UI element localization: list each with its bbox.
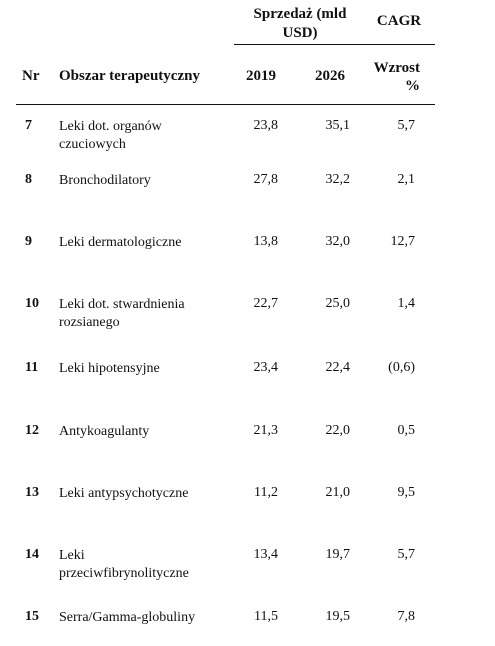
row-nr: 11 [25, 360, 39, 375]
header-year-2019: 2019 [246, 68, 276, 84]
row-nr: 7 [25, 118, 32, 133]
row-2019: 13,8 [253, 234, 279, 249]
row-cagr: 2,1 [397, 172, 416, 187]
row-2026: 32,0 [325, 234, 351, 249]
row-2026: 22,4 [325, 360, 351, 375]
row-area: Leki antypsychotyczne [59, 486, 189, 501]
row-cagr: 9,5 [397, 485, 416, 500]
row-nr: 8 [25, 172, 32, 187]
row-nr: 10 [25, 296, 39, 311]
row-2026: 25,0 [325, 296, 351, 311]
row-nr: 15 [25, 609, 39, 624]
row-area: Leki dermatologiczne [59, 235, 182, 250]
row-cagr: (0,6) [388, 360, 415, 375]
row-nr: 13 [25, 485, 39, 500]
row-cagr: 12,7 [390, 234, 416, 249]
row-2019: 23,4 [253, 360, 279, 375]
row-2019: 22,7 [253, 296, 279, 311]
row-2026: 22,0 [325, 423, 351, 438]
row-cagr: 0,5 [397, 423, 416, 438]
row-area: Leki dot. stwardnienia rozsianego [59, 297, 185, 330]
row-2019: 27,8 [253, 172, 279, 187]
row-nr: 9 [25, 234, 32, 249]
row-nr: 12 [25, 423, 39, 438]
header-growth: Wzrost % [373, 60, 420, 94]
row-area: Leki przeciwfibrynolityczne [59, 548, 189, 581]
row-cagr: 1,4 [397, 296, 416, 311]
header-top-rule [234, 44, 435, 45]
row-area: Bronchodilatory [59, 173, 151, 188]
row-area: Leki dot. organów czuciowych [59, 119, 162, 152]
row-2026: 19,5 [325, 609, 351, 624]
header-year-2026: 2026 [315, 68, 345, 84]
row-2019: 11,5 [254, 609, 278, 624]
header-nr: Nr [22, 68, 40, 84]
row-2019: 23,8 [253, 118, 279, 133]
row-2026: 32,2 [325, 172, 351, 187]
header-area: Obszar terapeutyczny [59, 68, 200, 84]
row-cagr: 7,8 [397, 609, 416, 624]
row-2019: 21,3 [253, 423, 279, 438]
row-2026: 35,1 [325, 118, 351, 133]
header-cagr: CAGR [376, 13, 422, 29]
row-area: Leki hipotensyjne [59, 361, 160, 376]
row-area: Serra/Gamma-globuliny [59, 610, 196, 625]
row-2019: 13,4 [253, 547, 279, 562]
row-nr: 14 [25, 547, 39, 562]
row-area: Antykoagulanty [59, 424, 150, 439]
row-cagr: 5,7 [397, 118, 416, 133]
row-cagr: 5,7 [397, 547, 416, 562]
row-2019: 11,2 [254, 485, 278, 500]
header-bottom-rule [16, 104, 435, 105]
header-sales: Sprzedaż (mld USD) [253, 6, 347, 41]
row-2026: 21,0 [325, 485, 351, 500]
row-2026: 19,7 [325, 547, 351, 562]
